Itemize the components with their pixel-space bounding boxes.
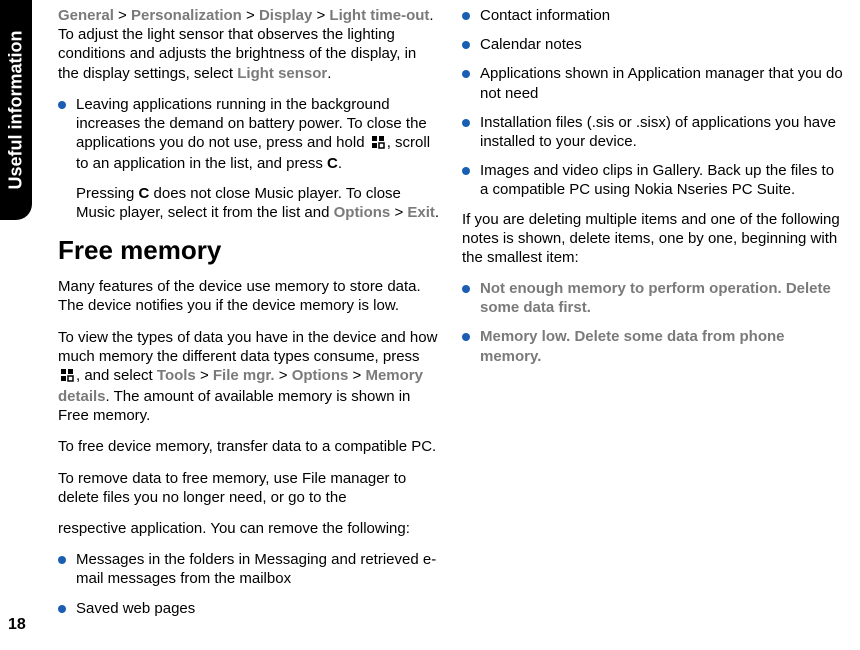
menu-options: Options bbox=[292, 367, 349, 384]
bullet-item: Messages in the folders in Messaging and… bbox=[58, 550, 440, 588]
sidebar-label: Useful information bbox=[6, 30, 27, 189]
breadcrumb-item: Light time-out bbox=[329, 7, 429, 24]
bullet-icon bbox=[462, 167, 470, 175]
bullet-icon bbox=[462, 41, 470, 49]
page-content: General > Personalization > Display > Li… bbox=[58, 6, 844, 644]
menu-tools: Tools bbox=[157, 367, 196, 384]
paragraph: To free device memory, transfer data to … bbox=[58, 437, 440, 456]
warning-note: Memory low. Delete some data from phone … bbox=[480, 327, 844, 365]
bullet-item: Leaving applications running in the back… bbox=[58, 95, 440, 174]
breadcrumb-item: Personalization bbox=[131, 7, 242, 24]
paragraph: General > Personalization > Display > Li… bbox=[58, 6, 440, 83]
section-heading: Free memory bbox=[58, 234, 440, 267]
key-c: C bbox=[327, 155, 338, 172]
menu-filemgr: File mgr. bbox=[213, 367, 275, 384]
paragraph: Many features of the device use memory t… bbox=[58, 277, 440, 315]
paragraph: Pressing C does not close Music player. … bbox=[76, 184, 440, 222]
paragraph: To remove data to free memory, use File … bbox=[58, 469, 440, 507]
paragraph: To view the types of data you have in th… bbox=[58, 328, 440, 426]
bullet-icon bbox=[58, 101, 66, 109]
bullet-item: Images and video clips in Gallery. Back … bbox=[462, 161, 844, 199]
bullet-item: Applications shown in Application manage… bbox=[462, 64, 844, 102]
breadcrumb-item: Display bbox=[259, 7, 312, 24]
paragraph: If you are deleting multiple items and o… bbox=[462, 210, 844, 268]
bullet-item: Saved web pages bbox=[58, 599, 440, 618]
bullet-item: Contact information bbox=[462, 6, 844, 25]
bullet-icon bbox=[462, 333, 470, 341]
bullet-icon bbox=[462, 285, 470, 293]
bullet-icon bbox=[462, 70, 470, 78]
sidebar-tab: Useful information bbox=[0, 0, 32, 220]
breadcrumb-item: General bbox=[58, 7, 114, 24]
bullet-item: Installation files (.sis or .sisx) of ap… bbox=[462, 113, 844, 151]
bullet-item: Memory low. Delete some data from phone … bbox=[462, 327, 844, 365]
bullet-icon bbox=[58, 605, 66, 613]
key-c: C bbox=[139, 185, 150, 202]
bullet-item: Not enough memory to perform operation. … bbox=[462, 279, 844, 317]
menu-key-icon bbox=[371, 135, 385, 154]
warning-note: Not enough memory to perform operation. … bbox=[480, 279, 844, 317]
menu-exit: Exit bbox=[407, 204, 435, 221]
menu-key-icon bbox=[60, 368, 74, 387]
bullet-icon bbox=[462, 12, 470, 20]
bullet-icon bbox=[462, 119, 470, 127]
menu-options: Options bbox=[334, 204, 391, 221]
bullet-item: Calendar notes bbox=[462, 35, 844, 54]
breadcrumb-item: Light sensor bbox=[237, 65, 327, 82]
paragraph: respective application. You can remove t… bbox=[58, 519, 440, 538]
page-number: 18 bbox=[8, 616, 26, 634]
bullet-icon bbox=[58, 556, 66, 564]
